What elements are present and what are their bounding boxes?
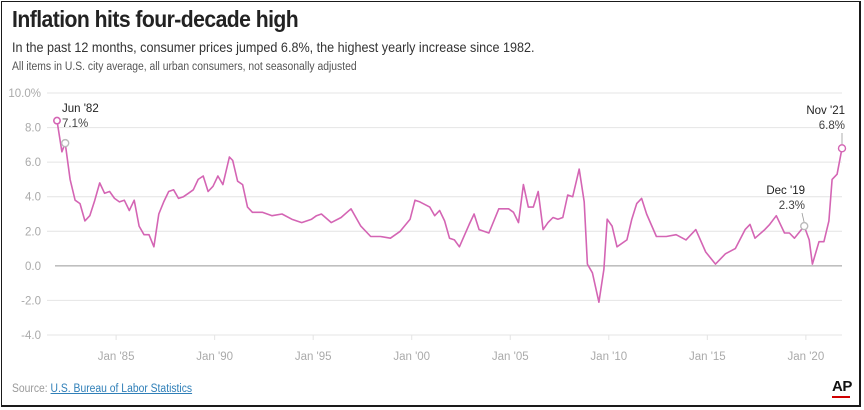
x-tick-label: Jan '15: [689, 351, 726, 363]
annotation-value: 7.1%: [62, 118, 88, 130]
y-tick-label: -2.0: [21, 295, 41, 307]
annotation-marker: [837, 144, 847, 153]
x-tick-label: Jan '10: [590, 351, 627, 363]
y-tick-label: 6.0: [25, 157, 41, 169]
source-prefix: Source:: [12, 383, 51, 395]
ap-logo-text: AP: [832, 378, 852, 395]
annotation-label: Dec '19: [766, 185, 805, 197]
chart-subtitle: In the past 12 months, consumer prices j…: [12, 39, 535, 55]
grid-lines: [47, 92, 842, 336]
annotation-marker: [800, 221, 809, 231]
x-tick-label: Jan '20: [788, 351, 825, 363]
annotation-value: 6.8%: [819, 120, 845, 132]
y-tick-label: -4.0: [21, 330, 41, 342]
annotation-leader: [801, 212, 805, 223]
cpi-series-line: [56, 120, 843, 304]
start-point-marker: [52, 116, 61, 125]
annotation-marker: [61, 138, 70, 148]
y-tick-label: 2.0: [25, 226, 41, 238]
ap-logo-bar: [832, 396, 850, 398]
source-link[interactable]: U.S. Bureau of Labor Statistics: [50, 383, 193, 395]
x-axis-ticks: Jan '85 Jan '90 Jan '95 Jan '00 Jan '05 Jan '…: [98, 335, 824, 363]
chart-note: All items in U.S. city average, all urba…: [12, 61, 357, 73]
source-note: Source: U.S. Bureau of Labor Statistics: [12, 383, 192, 395]
annotation-label: Jun '82: [62, 103, 99, 115]
annotation-value: 2.3%: [779, 200, 805, 212]
y-tick-label: 4.0: [25, 192, 41, 204]
chart-title: Inflation hits four-decade high: [12, 6, 299, 32]
x-tick-label: Jan '95: [295, 351, 332, 363]
ap-logo: AP: [832, 379, 856, 401]
y-tick-label: 0.0: [25, 261, 41, 273]
annotation-label: Nov '21: [806, 105, 845, 117]
y-tick-label: 10.0%: [8, 88, 41, 100]
x-tick-label: Jan '90: [196, 351, 233, 363]
x-tick-label: Jan '05: [492, 351, 529, 363]
y-axis-ticks: 10.0% 8.0 6.0 4.0 2.0 0.0 -2.0 -4.0: [8, 88, 41, 342]
x-tick-label: Jan '85: [98, 351, 135, 363]
x-tick-label: Jan '00: [393, 351, 430, 363]
y-tick-label: 8.0: [25, 123, 41, 135]
series-layer: [52, 116, 843, 304]
annotations: Jun '82 7.1% Dec '19 2.3% Nov '21 6.8%: [61, 103, 847, 231]
